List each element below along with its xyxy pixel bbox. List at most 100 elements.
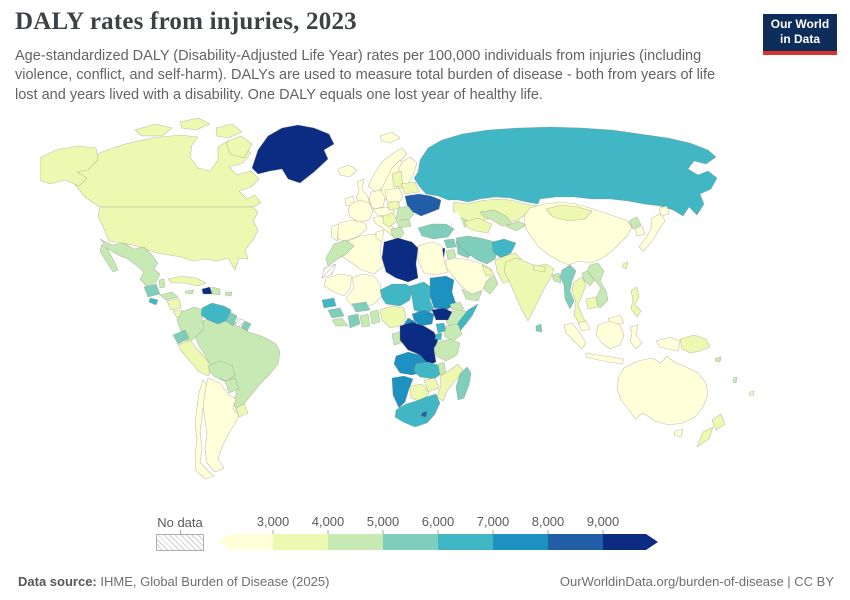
owid-logo[interactable]: Our World in Data — [763, 14, 837, 55]
country-rwanda-burundi[interactable] — [434, 332, 443, 341]
country-new-zealand-south[interactable] — [696, 426, 714, 448]
country-balkans[interactable] — [382, 212, 398, 228]
country-brazil[interactable] — [194, 317, 281, 412]
country-argentina[interactable] — [202, 377, 240, 473]
country-nigeria[interactable] — [379, 305, 407, 329]
country-el-salvador[interactable] — [148, 297, 159, 306]
country-indonesia-borneo[interactable] — [595, 320, 625, 350]
country-oman[interactable] — [483, 274, 499, 295]
country-nicaragua[interactable] — [166, 297, 182, 311]
country-gulf-states[interactable] — [481, 264, 495, 277]
country-turkmenistan[interactable] — [463, 217, 493, 234]
country-lesotho[interactable] — [420, 410, 428, 418]
country-bolivia[interactable] — [207, 360, 236, 382]
country-indonesia-sulawesi[interactable] — [629, 324, 643, 350]
country-cuba[interactable] — [167, 275, 207, 287]
country-bangladesh[interactable] — [551, 272, 562, 284]
country-greece[interactable] — [390, 226, 405, 242]
country-canada-baffin[interactable] — [225, 135, 253, 159]
country-sierra-leone-liberia[interactable] — [331, 317, 349, 327]
country-north-korea[interactable] — [628, 216, 642, 230]
country-drc[interactable] — [399, 321, 439, 367]
country-new-zealand-north[interactable] — [711, 413, 726, 431]
country-jamaica[interactable] — [184, 289, 195, 295]
country-indonesia-sumatra[interactable] — [563, 322, 587, 350]
country-puerto-rico[interactable] — [224, 291, 233, 297]
country-bulgaria[interactable] — [396, 218, 412, 229]
country-ivory-coast[interactable] — [347, 313, 361, 329]
country-vietnam[interactable] — [586, 262, 609, 309]
country-tunisia[interactable] — [375, 229, 385, 243]
country-french-guiana[interactable] — [241, 320, 252, 332]
country-turkey[interactable] — [417, 223, 455, 240]
country-thailand[interactable] — [571, 276, 587, 326]
country-south-sudan[interactable] — [431, 307, 453, 321]
country-niger[interactable] — [379, 283, 413, 307]
country-myanmar[interactable] — [559, 264, 577, 310]
country-romania[interactable] — [395, 205, 415, 222]
country-dominican-republic[interactable] — [211, 286, 221, 296]
country-south-korea[interactable] — [634, 225, 646, 237]
country-paraguay[interactable] — [224, 377, 240, 394]
footer-link[interactable]: OurWorldinData.org/burden-of-disease | C… — [559, 574, 834, 589]
country-india[interactable] — [503, 257, 555, 322]
country-uganda[interactable] — [435, 322, 447, 334]
country-usa[interactable] — [97, 206, 259, 271]
country-afghanistan[interactable] — [491, 238, 517, 259]
country-japan-hokkaido[interactable] — [658, 205, 670, 217]
country-canada-island[interactable] — [179, 117, 211, 131]
country-eritrea[interactable] — [449, 301, 465, 311]
country-cambodia[interactable] — [585, 296, 599, 310]
country-central-african-republic[interactable] — [411, 309, 435, 327]
country-kyrgyzstan-tajikistan[interactable] — [505, 220, 527, 232]
country-guatemala[interactable] — [143, 283, 161, 298]
country-malaysia[interactable] — [577, 320, 591, 332]
country-papua-new-guinea[interactable] — [679, 334, 711, 354]
country-russia[interactable] — [413, 126, 718, 217]
country-mexico-baja[interactable] — [99, 243, 119, 273]
country-solomon-islands[interactable] — [714, 356, 722, 363]
country-mozambique[interactable] — [436, 363, 464, 402]
country-philippines[interactable] — [630, 286, 642, 318]
country-indonesia-papua[interactable] — [655, 336, 681, 352]
country-libya[interactable] — [381, 237, 419, 283]
country-zimbabwe[interactable] — [423, 377, 440, 393]
country-uzbekistan[interactable] — [479, 209, 513, 227]
country-zambia[interactable] — [413, 361, 443, 380]
country-syria[interactable] — [443, 238, 457, 249]
country-australia-tasmania[interactable] — [673, 428, 684, 438]
country-indonesia-java[interactable] — [585, 352, 625, 365]
country-belize[interactable] — [158, 278, 166, 289]
country-mongolia[interactable] — [545, 204, 593, 222]
country-mauritania[interactable] — [323, 273, 353, 297]
country-sri-lanka[interactable] — [535, 323, 543, 333]
country-yemen[interactable] — [461, 288, 483, 302]
country-suriname[interactable] — [234, 317, 245, 329]
country-canada-island[interactable] — [134, 123, 173, 137]
country-svalbard[interactable] — [379, 131, 401, 144]
country-belarus[interactable] — [400, 181, 420, 195]
country-norway[interactable] — [367, 147, 408, 193]
country-guinea[interactable] — [327, 307, 345, 319]
country-burkina-faso[interactable] — [351, 301, 371, 313]
country-egypt[interactable] — [417, 241, 449, 276]
country-nepal[interactable] — [532, 264, 547, 273]
country-portugal[interactable] — [330, 223, 340, 242]
country-togo-benin[interactable] — [369, 309, 381, 325]
country-france[interactable] — [347, 199, 374, 223]
country-usa-alaska[interactable] — [40, 145, 99, 187]
country-western-sahara[interactable] — [321, 263, 337, 279]
country-canada[interactable] — [64, 134, 262, 208]
country-iran[interactable] — [455, 235, 499, 265]
country-ecuador[interactable] — [172, 329, 190, 345]
country-australia[interactable] — [616, 355, 709, 426]
country-jordan[interactable] — [445, 248, 457, 260]
country-mexico[interactable] — [99, 238, 161, 287]
country-madagascar[interactable] — [455, 366, 472, 401]
country-japan[interactable] — [638, 212, 666, 252]
country-greenland[interactable] — [251, 124, 335, 184]
country-tanzania[interactable] — [433, 338, 461, 362]
country-ghana[interactable] — [359, 313, 371, 328]
country-china[interactable] — [523, 201, 633, 266]
country-haiti[interactable] — [201, 286, 213, 295]
